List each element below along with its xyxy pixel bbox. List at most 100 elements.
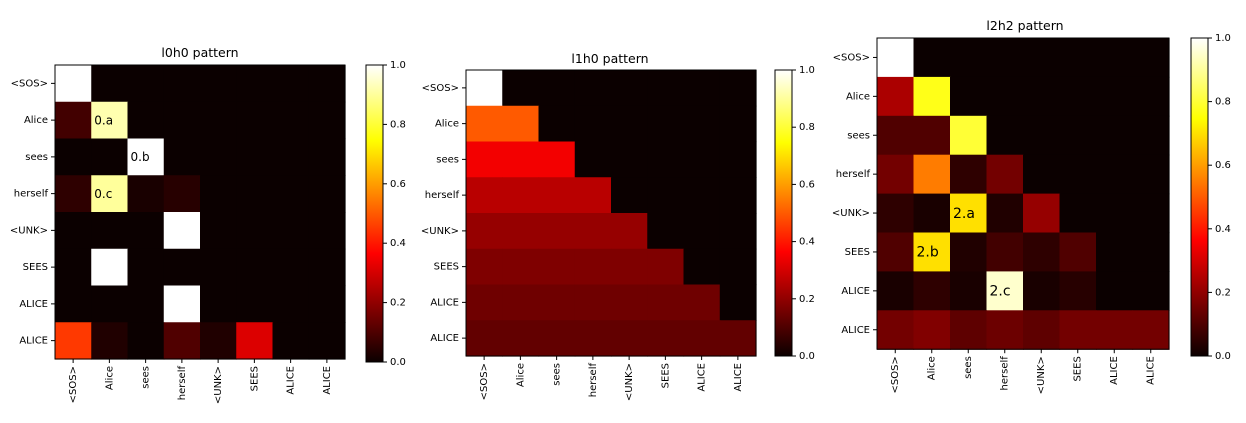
heatmap-cell bbox=[986, 38, 1024, 78]
heatmap-cell bbox=[683, 320, 721, 357]
colorbar-tick-label: 0.2 bbox=[799, 294, 815, 305]
heatmap-cell bbox=[683, 177, 721, 214]
heatmap-cell bbox=[719, 70, 757, 107]
heatmap-cell bbox=[574, 141, 612, 178]
y-tick-label: sees bbox=[25, 152, 48, 163]
heatmap-cell bbox=[1023, 310, 1061, 350]
heatmap-cell bbox=[502, 213, 540, 250]
heatmap-cell bbox=[91, 175, 129, 213]
heatmap-cell bbox=[308, 101, 346, 140]
x-tick-label: SEES bbox=[660, 363, 671, 388]
x-tick-label: ALICE bbox=[286, 366, 297, 395]
y-tick-label: sees bbox=[436, 154, 459, 165]
heatmap-cell bbox=[236, 101, 274, 140]
heatmap-cell bbox=[611, 284, 648, 321]
heatmap-panel-l1h0: l1h0 pattern <SOS> Alice sees herself <UNK> S… bbox=[421, 51, 815, 401]
x-tick-label: <UNK> bbox=[1036, 356, 1047, 394]
colorbar-tick-label: 0.2 bbox=[1215, 287, 1231, 298]
heatmap-cell bbox=[574, 320, 612, 357]
heatmap-cell bbox=[1059, 310, 1097, 350]
heatmap-cell bbox=[1023, 76, 1061, 117]
heatmap-cell bbox=[466, 105, 503, 143]
heatmap-cell bbox=[950, 310, 988, 350]
x-tick-label: herself bbox=[1000, 356, 1011, 391]
heatmap-cell bbox=[55, 322, 92, 360]
y-tick-labels: <SOS> Alice sees herself <UNK> SEES ALICE ALICE bbox=[421, 83, 466, 344]
heatmap-cell bbox=[1023, 115, 1061, 156]
heatmap-cell bbox=[200, 175, 237, 213]
colorbar-tick-label: 1.0 bbox=[799, 65, 815, 76]
heatmap-cell bbox=[683, 105, 721, 143]
colorbar-tick-label: 0.8 bbox=[390, 119, 406, 130]
heatmap-cell bbox=[647, 248, 685, 286]
heatmap-cell bbox=[1023, 271, 1061, 311]
heatmap-cell bbox=[611, 70, 648, 107]
heatmap-cell bbox=[91, 65, 129, 103]
colorbar-tick-label: 0.4 bbox=[799, 237, 815, 248]
heatmap-cell bbox=[308, 285, 346, 323]
heatmap-cell bbox=[950, 115, 988, 156]
heatmap-cell bbox=[574, 248, 612, 286]
colorbar-tick-label: 1.0 bbox=[1215, 33, 1231, 44]
y-tick-labels: <SOS> Alice sees herself <UNK> SEES ALICE ALICE bbox=[832, 52, 877, 336]
heatmap-cell bbox=[272, 285, 310, 323]
heatmap-cell bbox=[236, 212, 274, 250]
y-tick-label: SEES bbox=[434, 262, 459, 273]
heatmap-cell bbox=[913, 310, 951, 350]
colorbar-gradient bbox=[365, 64, 384, 363]
y-tick-label: Alice bbox=[24, 115, 48, 126]
heatmap-cell bbox=[91, 248, 129, 287]
chart-title: l0h0 pattern bbox=[161, 45, 238, 60]
y-tick-label: ALICE bbox=[430, 333, 459, 344]
x-tick-labels: <SOS> Alice sees herself <UNK> SEES ALICE ALICE bbox=[890, 349, 1157, 394]
cell-annotation: 2.a bbox=[953, 206, 975, 222]
colorbar: 0.0 0.2 0.4 0.6 0.8 1.0 bbox=[774, 65, 815, 362]
heatmap-cell bbox=[466, 320, 503, 357]
heatmap-cell bbox=[683, 70, 721, 107]
cell-annotation: 0.c bbox=[94, 187, 112, 201]
chart-title: l1h0 pattern bbox=[571, 51, 648, 66]
plot-frame bbox=[465, 69, 757, 357]
heatmap-cell bbox=[913, 115, 951, 156]
heatmap-cell bbox=[1096, 154, 1134, 195]
heatmap-cell bbox=[127, 285, 165, 323]
heatmap-cell bbox=[200, 322, 237, 360]
x-tick-label: <SOS> bbox=[890, 356, 901, 393]
heatmap-cell bbox=[683, 213, 721, 250]
heatmap-cell bbox=[611, 141, 648, 178]
heatmap-cell bbox=[611, 105, 648, 143]
x-tick-label: herself bbox=[177, 366, 188, 401]
heatmap-cell bbox=[200, 138, 237, 176]
plot-frame bbox=[876, 37, 1170, 350]
heatmap-cell bbox=[127, 322, 165, 360]
heatmap-cell bbox=[91, 138, 129, 176]
colorbar-tick-label: 0.0 bbox=[799, 351, 815, 362]
heatmap-cell bbox=[55, 248, 92, 287]
heatmap-cell bbox=[502, 105, 540, 143]
heatmap-cell bbox=[877, 154, 915, 195]
heatmap-cell bbox=[538, 284, 576, 321]
x-tick-label: Alice bbox=[927, 356, 938, 380]
heatmap-cell bbox=[647, 320, 685, 357]
y-tick-label: <UNK> bbox=[421, 226, 459, 237]
heatmap-cell bbox=[611, 320, 648, 357]
heatmap-cell bbox=[538, 177, 576, 214]
colorbar-gradient bbox=[1190, 37, 1209, 357]
heatmap-cell bbox=[647, 70, 685, 107]
heatmap-cell bbox=[163, 175, 201, 213]
x-tick-label: <UNK> bbox=[213, 366, 224, 404]
heatmap-cells bbox=[55, 65, 346, 360]
x-tick-label: ALICE bbox=[1109, 356, 1120, 385]
heatmap-cell bbox=[1132, 232, 1170, 272]
heatmap-cell bbox=[236, 322, 274, 360]
x-tick-label: ALICE bbox=[733, 363, 744, 392]
heatmap-cell bbox=[986, 193, 1024, 234]
y-tick-label: sees bbox=[847, 130, 870, 141]
heatmap-cell bbox=[538, 141, 576, 178]
heatmap-cell bbox=[466, 141, 503, 178]
x-tick-label: <SOS> bbox=[479, 363, 490, 400]
heatmap-cell bbox=[877, 271, 915, 311]
heatmap-panel-l0h0: l0h0 pattern 0.a 0.b 0.c <SOS> Alice sees her… bbox=[10, 45, 406, 404]
heatmap-cell bbox=[574, 213, 612, 250]
